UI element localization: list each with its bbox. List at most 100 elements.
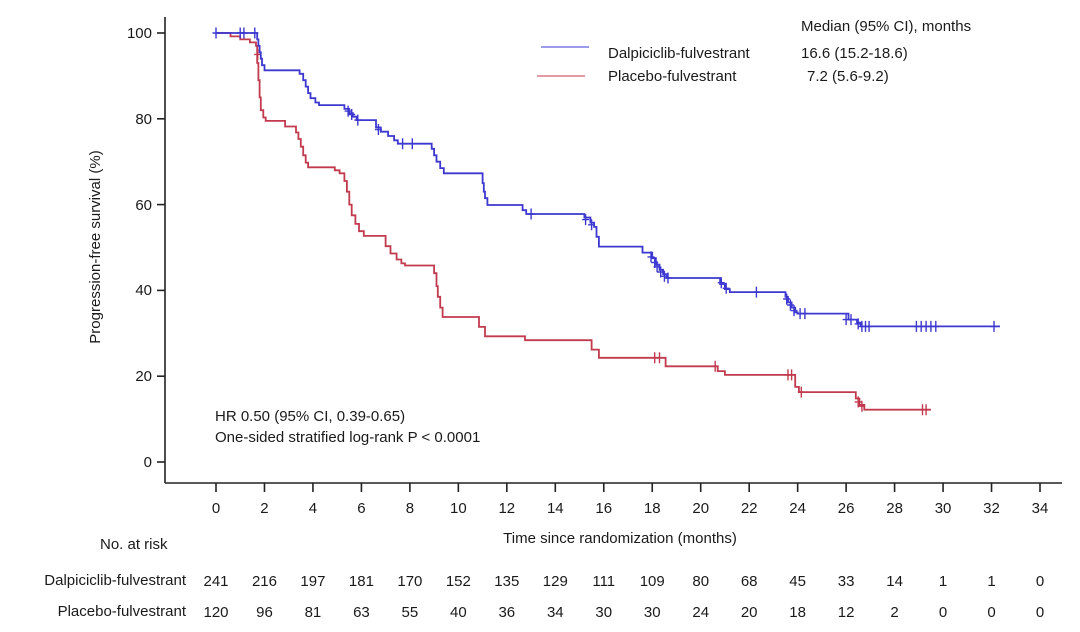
x-tick-label: 16 [595,500,613,517]
risk-count: 68 [740,573,758,590]
x-tick-label: 14 [546,500,564,517]
legend-label-placebo: Placebo-fulvestrant [608,68,737,85]
censor-mark [212,27,220,39]
y-tick-label: 100 [126,25,152,42]
risk-count: 40 [450,604,467,621]
risk-count: 216 [251,573,277,590]
censor-mark [653,261,661,273]
y-tick-label: 20 [135,368,152,386]
x-tick-label: 22 [740,500,758,517]
censor-mark [922,404,930,416]
median-value-dalpiciclib: 16.6 (15.2-18.6) [801,45,908,62]
censor-mark [722,282,730,294]
median-value-placebo: 7.2 (5.6-9.2) [807,68,889,85]
censor-mark [240,27,248,39]
risk-count: 152 [445,573,471,590]
risk-count: 36 [498,604,516,621]
x-tick-labels: 0 2 4 6 8 10 12 14 16 18 20 22 24 26 28 30 32 34 [0,500,1080,518]
y-tick-label: 0 [143,454,152,471]
log-rank-text: One-sided stratified log-rank P < 0.0001 [215,429,481,446]
risk-count: 0 [1035,573,1045,590]
x-tick-label: 0 [211,500,221,517]
x-tick-label: 2 [260,500,269,517]
y-tick-labels: 0 20 40 60 80 100 [112,0,153,500]
axes [164,17,1062,484]
risk-count: 241 [203,573,229,590]
y-tick-label: 40 [135,282,152,300]
y-tick-label: 80 [135,110,152,128]
risk-count: 14 [886,573,903,590]
risk-row-0-counts: 241 216 197 181 170 152 135 129 111 109 80 68 45 33 14… [0,573,1080,591]
censor-mark [354,114,362,126]
censor-mark [664,272,672,284]
x-tick-label: 20 [692,500,710,517]
censor-mark [854,318,862,330]
risk-count: 18 [789,604,806,621]
x-axis-title: Time since randomization (months) [503,530,737,547]
risk-table-header: No. at risk [100,536,168,553]
risk-count: 0 [987,604,996,621]
censor-mark [801,308,809,320]
risk-count: 1 [987,573,996,590]
x-tick-label: 6 [357,500,366,517]
legend-label-dalpiciclib: Dalpiciclib-fulvestrant [608,45,750,62]
risk-count: 170 [397,573,423,590]
risk-count: 34 [546,604,564,621]
censor-mark [374,124,382,135]
x-tick-label: 32 [983,500,1000,517]
x-tick-label: 28 [886,500,903,517]
risk-count: 0 [1035,604,1045,621]
legend-line-dalpiciclib [541,46,589,48]
risk-count: 30 [595,604,613,621]
risk-count: 30 [643,604,661,621]
censor-mark [660,270,668,282]
censor-mark [797,386,805,398]
risk-count: 120 [203,604,229,621]
risk-count: 135 [494,573,520,590]
censor-mark [717,277,725,289]
censor-mark [990,320,998,332]
y-axis-title: Progression-free survival (%) [87,150,104,344]
legend-line-placebo [537,75,585,77]
x-tick-label: 8 [405,500,415,517]
risk-count: 12 [837,604,855,621]
risk-count: 181 [348,573,374,590]
censor-mark [847,314,855,326]
risk-count: 1 [938,573,948,590]
risk-count: 20 [740,604,758,621]
risk-count: 111 [592,573,616,590]
x-tick-label: 26 [837,500,855,517]
risk-count: 81 [304,604,322,621]
risk-count: 197 [300,573,326,590]
censor-mark [408,138,416,150]
censor-mark [348,109,356,120]
risk-count: 80 [692,573,710,590]
survival-curve-placebo-fulvestrant [216,32,931,411]
censor-mark [344,105,352,117]
risk-row-label-placebo: Placebo-fulvestrant [57,603,186,620]
censor-mark [582,214,590,226]
survival-curve-dalpiciclib-fulvestrant [216,32,1000,328]
risk-row-1-counts: 120 96 81 63 55 40 36 34 30 30 24 20 18 12 2 0 0 0 [0,604,1080,622]
censor-mark [865,320,873,332]
risk-row-label-dalpiciclib: Dalpiciclib-fulvestrant [44,572,186,589]
x-tick-label: 30 [934,500,952,517]
hazard-ratio-text: HR 0.50 (95% CI, 0.39-0.65) [215,408,406,425]
x-tick-label: 18 [643,500,661,517]
censor-mark [788,369,796,381]
x-tick-label: 10 [450,500,467,517]
risk-count: 2 [890,604,899,621]
censor-mark [932,320,940,332]
censor-mark [657,266,665,278]
risk-count: 24 [692,604,710,621]
censor-mark [783,293,791,305]
risk-count: 96 [256,604,273,621]
censor-mark [786,299,794,311]
risk-count: 55 [401,604,419,621]
risk-count: 129 [542,573,568,590]
risk-count: 109 [639,573,665,590]
censor-mark [527,208,535,220]
censor-mark [588,219,596,231]
censor-mark [647,251,655,263]
censor-mark [854,396,862,408]
